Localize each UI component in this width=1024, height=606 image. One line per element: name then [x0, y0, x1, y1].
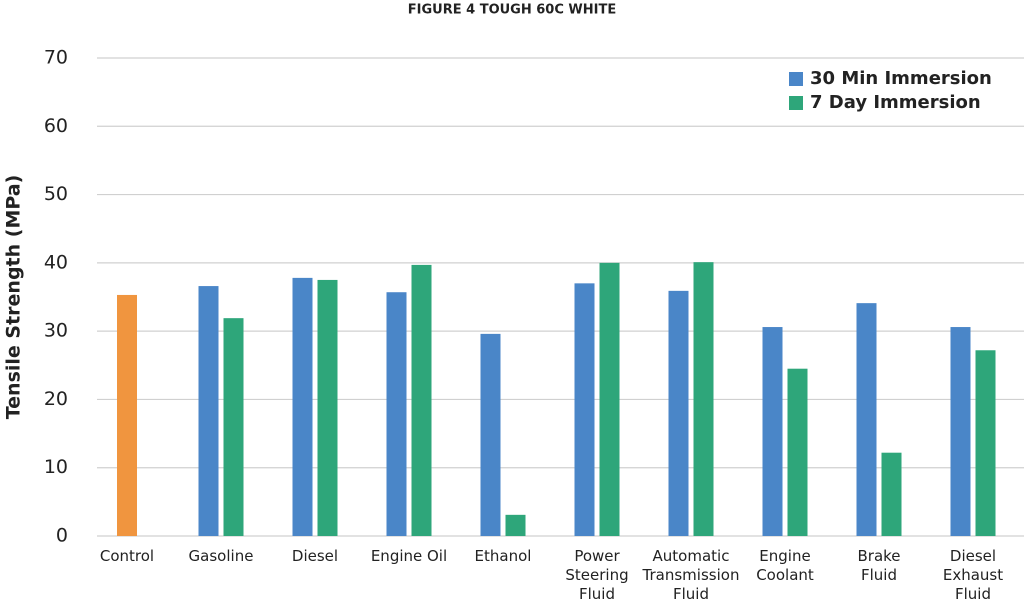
x-tick-label: Ethanol: [474, 547, 532, 565]
legend-swatch: [789, 72, 803, 86]
y-tick-label: 20: [44, 388, 68, 410]
bar: [856, 303, 877, 536]
bar: [574, 283, 595, 536]
x-tick-label: Control: [99, 547, 155, 565]
bar: [787, 368, 808, 536]
y-tick-label: 50: [44, 183, 68, 205]
bar: [223, 318, 244, 536]
y-tick-label: 10: [44, 456, 68, 478]
bar: [411, 264, 432, 536]
bar: [950, 327, 971, 536]
x-tick-label: Engine Coolant: [756, 547, 814, 584]
bar: [505, 514, 526, 536]
bar: [292, 277, 313, 536]
x-tick-label: Brake Fluid: [857, 547, 901, 584]
bar: [881, 452, 902, 536]
y-tick-label: 30: [44, 320, 68, 342]
bar: [480, 333, 501, 536]
chart-title: FIGURE 4 TOUGH 60C WHITE: [408, 3, 616, 18]
y-axis-label: Tensile Strength (MPa): [3, 175, 25, 420]
x-tick-label: Diesel Exhaust Fluid: [942, 547, 1004, 603]
bar: [317, 279, 338, 536]
legend-swatch: [789, 96, 803, 110]
legend-label: 7 Day Immersion: [810, 92, 981, 113]
legend-label: 30 Min Immersion: [810, 68, 992, 89]
bar: [668, 290, 689, 536]
bar: [386, 292, 407, 536]
bar: [975, 350, 996, 536]
bar: [599, 262, 620, 536]
x-tick-label: Engine Oil: [370, 547, 448, 565]
x-tick-label: Gasoline: [188, 547, 254, 565]
x-tick-label: Power Steering Fluid: [565, 547, 629, 603]
x-tick-label: Diesel: [291, 547, 339, 565]
y-tick-label: 60: [44, 115, 68, 137]
bar: [198, 286, 219, 536]
bar: [693, 262, 714, 536]
y-tick-label: 70: [44, 47, 68, 69]
x-tick-label: Automatic Transmission Fluid: [642, 547, 740, 603]
bar: [117, 294, 137, 536]
y-tick-label: 0: [56, 525, 68, 547]
bar: [762, 327, 783, 536]
y-tick-label: 40: [44, 251, 68, 273]
